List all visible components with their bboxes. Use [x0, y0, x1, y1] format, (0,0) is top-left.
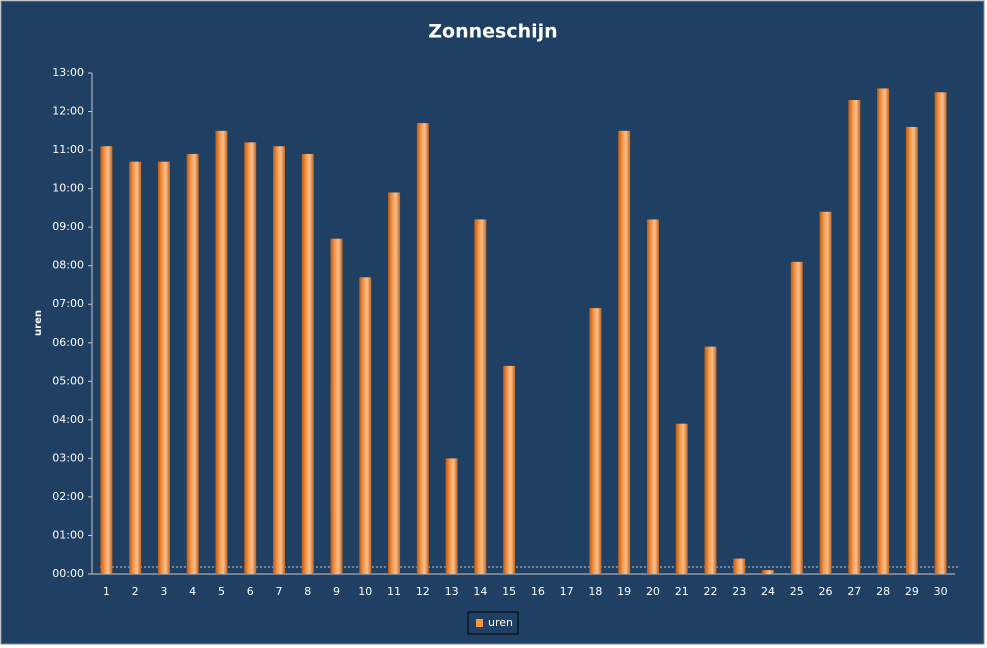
bar — [186, 153, 199, 574]
bar — [733, 558, 746, 574]
x-tick-label: 6 — [247, 585, 254, 598]
x-tick-label: 9 — [333, 585, 340, 598]
x-tick-label: 5 — [218, 585, 225, 598]
bar — [359, 277, 372, 574]
x-tick-label: 14 — [473, 585, 487, 598]
y-tick-label: 03:00 — [52, 451, 84, 464]
x-tick-label: 4 — [189, 585, 196, 598]
bar — [877, 88, 890, 575]
y-tick-label: 12:00 — [52, 105, 84, 118]
x-tick-label: 7 — [275, 585, 282, 598]
y-tick-label: 06:00 — [52, 336, 84, 349]
y-axis-label: uren — [33, 310, 44, 336]
x-tick-label: 29 — [905, 585, 919, 598]
x-tick-label: 13 — [445, 585, 459, 598]
x-tick-label: 11 — [387, 585, 401, 598]
bar — [129, 161, 142, 574]
bar — [905, 126, 918, 574]
y-tick-label: 00:00 — [52, 567, 84, 580]
y-tick-label: 02:00 — [52, 490, 84, 503]
x-tick-label: 26 — [819, 585, 833, 598]
x-tick-label: 24 — [761, 585, 775, 598]
x-tick-label: 10 — [358, 585, 372, 598]
bar — [330, 238, 343, 574]
bar — [762, 570, 775, 574]
bar — [388, 192, 401, 574]
y-tick-label: 09:00 — [52, 220, 84, 233]
bar — [646, 219, 659, 574]
x-tick-label: 30 — [934, 585, 948, 598]
chart-title: Zonneschijn — [428, 21, 557, 43]
bar — [244, 142, 257, 574]
x-tick-label: 21 — [675, 585, 689, 598]
bar — [790, 261, 803, 574]
bar — [503, 365, 516, 574]
x-tick-label: 27 — [847, 585, 861, 598]
y-tick-label: 07:00 — [52, 297, 84, 310]
bar — [819, 211, 832, 574]
y-tick-label: 10:00 — [52, 182, 84, 195]
legend-swatch — [476, 619, 483, 627]
y-tick-label: 11:00 — [52, 143, 84, 156]
y-tick-label: 04:00 — [52, 413, 84, 426]
legend-label: uren — [488, 616, 513, 629]
bar — [675, 423, 688, 574]
y-tick-label: 01:00 — [52, 528, 84, 541]
x-tick-label: 19 — [617, 585, 631, 598]
x-tick-label: 28 — [876, 585, 890, 598]
y-tick-label: 05:00 — [52, 374, 84, 387]
bar — [416, 123, 429, 574]
x-tick-label: 15 — [502, 585, 516, 598]
legend-box — [467, 611, 519, 635]
x-tick-label: 20 — [646, 585, 660, 598]
bar — [100, 146, 113, 574]
x-tick-label: 23 — [732, 585, 746, 598]
bar — [618, 130, 631, 575]
x-tick-label: 17 — [560, 585, 574, 598]
x-tick-label: 16 — [531, 585, 545, 598]
bar — [272, 146, 285, 574]
y-tick-label: 08:00 — [52, 259, 84, 272]
x-tick-label: 25 — [790, 585, 804, 598]
y-tick-label: 13:00 — [52, 66, 84, 79]
x-tick-label: 1 — [103, 585, 110, 598]
bar — [589, 308, 602, 574]
bar — [157, 161, 170, 574]
x-tick-label: 18 — [588, 585, 602, 598]
bar — [934, 92, 947, 575]
x-tick-label: 8 — [304, 585, 311, 598]
x-tick-label: 22 — [703, 585, 717, 598]
bar — [848, 99, 861, 574]
x-tick-label: 2 — [132, 585, 139, 598]
x-tick-label: 3 — [160, 585, 167, 598]
bar — [474, 219, 487, 574]
bar — [301, 153, 314, 574]
x-tick-label: 12 — [416, 585, 430, 598]
bar — [704, 346, 717, 574]
bar — [445, 458, 458, 574]
bar — [215, 130, 228, 575]
